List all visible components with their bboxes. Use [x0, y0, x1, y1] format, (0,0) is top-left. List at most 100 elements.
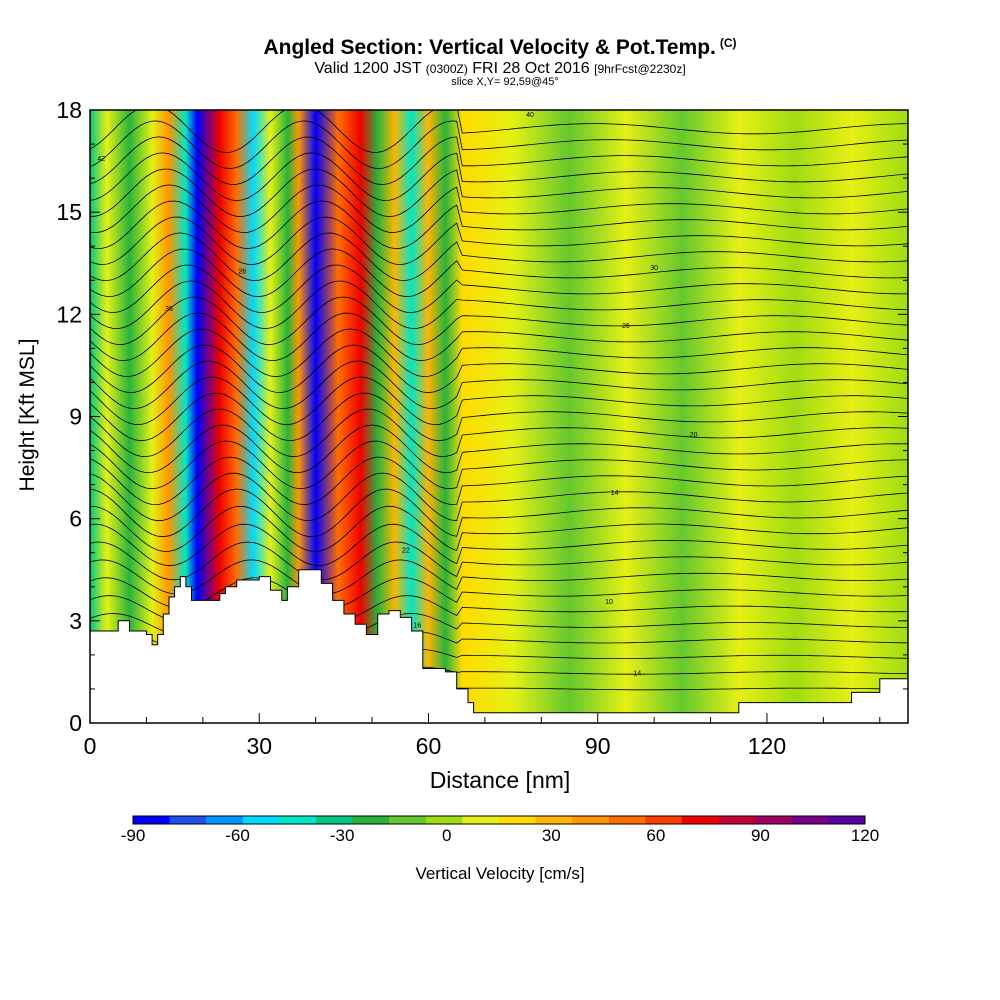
x-tick-label: 120 [748, 733, 786, 759]
theta-contour-line [90, 120, 908, 170]
terrain-mask [90, 569, 908, 723]
x-tick-label: 0 [84, 733, 97, 759]
subtitle-valid: Valid 1200 JST [314, 60, 422, 77]
contour-label: 10 [605, 599, 613, 606]
theta-contour-line [90, 200, 908, 250]
colorbar-tick-label: -90 [120, 826, 146, 845]
colorbar-tick-label: 60 [646, 826, 666, 845]
colorbar-swatch [828, 816, 866, 824]
colorbar-swatch [425, 816, 463, 824]
x-tick-label: 30 [246, 733, 272, 759]
theta-contour-line [90, 376, 908, 426]
y-tick-label: 0 [69, 710, 82, 736]
contour-label: 16 [413, 623, 421, 630]
y-tick-label: 9 [69, 404, 82, 430]
contour-label: 14 [611, 490, 619, 497]
theta-contour-line [90, 110, 908, 154]
theta-contour-line [90, 328, 908, 378]
colorbar-swatch [133, 816, 171, 824]
title-text: Angled Section: Vertical Velocity & Pot.… [263, 36, 716, 59]
theta-contour-line [90, 424, 908, 474]
theta-contour-line [90, 232, 908, 282]
theta-contour-line [90, 248, 908, 298]
subtitle-forecast: [9hrFcst@2230z] [594, 62, 686, 76]
y-tick-label: 12 [56, 301, 82, 327]
colorbar-swatch [389, 816, 427, 824]
x-tick-label: 60 [416, 733, 442, 759]
x-axis-label: Distance [nm] [429, 767, 571, 793]
theta-contour-line [90, 312, 908, 362]
contour-label: 14 [633, 670, 641, 677]
theta-contour-line [90, 559, 908, 595]
colorbar-swatch [242, 816, 280, 824]
theta-contour-line [90, 184, 908, 234]
theta-contour-line [90, 296, 908, 346]
theta-contour-line [90, 136, 908, 185]
theta-contour-line [90, 392, 908, 442]
colorbar-label: Vertical Velocity [cm/s] [415, 864, 585, 883]
colorbar-swatch [316, 816, 354, 824]
colorbar-swatch [718, 816, 756, 824]
colorbar-swatch [791, 816, 829, 824]
title-tag: (C) [719, 36, 737, 50]
subtitle-utc: (0300Z) [425, 62, 468, 76]
colorbar-swatch [499, 816, 537, 824]
x-axis: 0 30 60 90 120 [84, 713, 881, 759]
theta-contour-line [90, 264, 908, 314]
theta-contour-line [90, 505, 908, 552]
y-tick-label: 15 [56, 199, 82, 225]
contour-labels: 42 36 26 40 30 26 20 14 10 14 16 22 [97, 112, 697, 678]
colorbar-swatch [169, 816, 207, 824]
colorbar-swatch [279, 816, 317, 824]
theta-contour-line [90, 472, 908, 522]
theta-contour-line [90, 168, 908, 218]
chart-title: Angled Section: Vertical Velocity & Pot.… [0, 36, 1000, 60]
contour-label: 22 [402, 548, 410, 555]
theta-contour-line [90, 440, 908, 490]
y-tick-label: 6 [69, 506, 82, 532]
colorbar-swatch [645, 816, 683, 824]
contour-label: 26 [622, 323, 630, 330]
colorbar-swatch [682, 816, 720, 824]
colorbar-frame [132, 815, 866, 825]
slice-info: slice X,Y= 92,59@45° [451, 76, 559, 88]
colorbar-tick-label: 30 [541, 826, 561, 845]
colorbar-swatch [352, 816, 390, 824]
theta-contour-line [90, 216, 908, 266]
colorbar-tick-label: -60 [225, 826, 250, 845]
colorbar-tick-label: 120 [850, 826, 880, 845]
colorbar-swatch [462, 816, 500, 824]
theta-contour-line [90, 523, 908, 567]
contour-label: 20 [690, 432, 698, 439]
colorbar-swatch [535, 816, 573, 824]
contour-label: 40 [526, 112, 534, 119]
y-tick-label: 3 [69, 608, 82, 634]
colorbar-tick-label: 0 [441, 826, 452, 845]
colorbar-tick-label: 90 [750, 826, 770, 845]
theta-contour-line [90, 456, 908, 506]
chart-subtitle: Valid 1200 JST (0300Z) FRI 28 Oct 2016 [… [0, 60, 1000, 78]
theta-contour-line [90, 344, 908, 394]
colorbar-swatch [572, 816, 610, 824]
colorbar [132, 815, 866, 825]
theta-contour-line [90, 488, 908, 538]
colorbar-swatch [206, 816, 244, 824]
theta-contour-line [90, 408, 908, 458]
y-tick-label: 18 [56, 97, 82, 123]
theta-contour-line [90, 541, 908, 581]
theta-contour-line [90, 152, 908, 202]
theta-contour-line [90, 280, 908, 330]
colorbar-tick-label: -30 [329, 826, 355, 845]
subtitle-date: FRI 28 Oct 2016 [472, 60, 590, 77]
y-axis-label: Height [Kft MSL] [16, 338, 39, 492]
contour-label: 42 [97, 156, 105, 163]
x-tick-label: 90 [585, 733, 611, 759]
colorbar-swatch [608, 816, 646, 824]
theta-contour-line [90, 360, 908, 410]
colorbar-swatch [755, 816, 793, 824]
contour-label: 26 [238, 268, 246, 275]
contour-label: 30 [650, 265, 658, 272]
contour-label: 36 [165, 306, 173, 313]
